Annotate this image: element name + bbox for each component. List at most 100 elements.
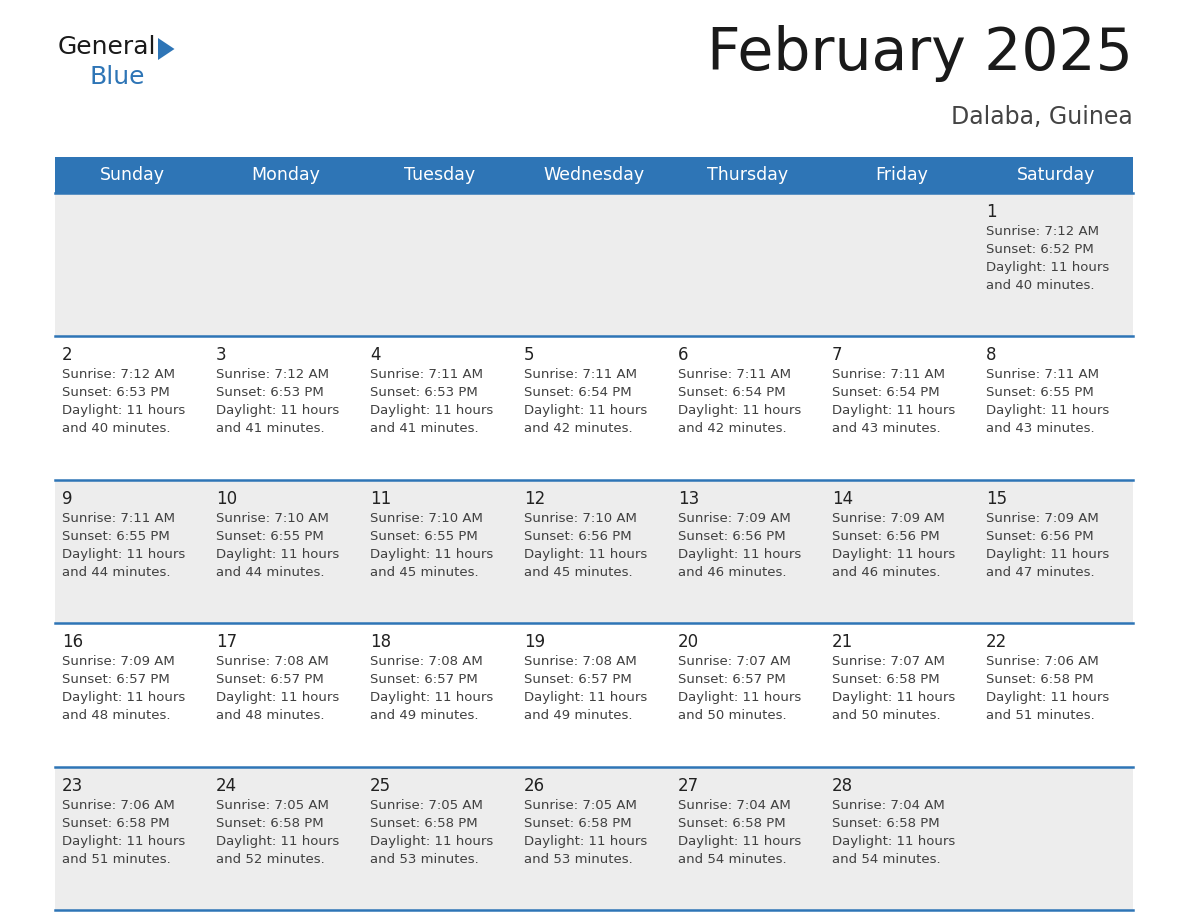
Text: Sunrise: 7:09 AM: Sunrise: 7:09 AM [62,655,175,668]
Text: Tuesday: Tuesday [404,166,475,184]
Text: February 2025: February 2025 [707,25,1133,82]
Text: and 48 minutes.: and 48 minutes. [216,710,324,722]
Text: Sunday: Sunday [100,166,164,184]
Text: and 54 minutes.: and 54 minutes. [678,853,786,866]
Text: Wednesday: Wednesday [543,166,645,184]
Text: Sunset: 6:53 PM: Sunset: 6:53 PM [62,386,170,399]
Text: Sunset: 6:58 PM: Sunset: 6:58 PM [524,817,632,830]
Text: and 53 minutes.: and 53 minutes. [524,853,633,866]
Text: Sunrise: 7:11 AM: Sunrise: 7:11 AM [62,512,175,525]
Text: 8: 8 [986,346,997,364]
Text: Sunrise: 7:08 AM: Sunrise: 7:08 AM [216,655,329,668]
Text: Sunset: 6:56 PM: Sunset: 6:56 PM [524,530,632,543]
Text: and 43 minutes.: and 43 minutes. [986,422,1094,435]
Text: Sunset: 6:57 PM: Sunset: 6:57 PM [369,673,478,686]
Text: Sunset: 6:55 PM: Sunset: 6:55 PM [62,530,170,543]
Text: and 43 minutes.: and 43 minutes. [832,422,941,435]
Text: Sunset: 6:58 PM: Sunset: 6:58 PM [678,817,785,830]
Text: Sunset: 6:54 PM: Sunset: 6:54 PM [678,386,785,399]
Text: Sunrise: 7:10 AM: Sunrise: 7:10 AM [524,512,637,525]
Text: Sunrise: 7:08 AM: Sunrise: 7:08 AM [369,655,482,668]
Text: Sunrise: 7:05 AM: Sunrise: 7:05 AM [216,799,329,812]
Text: Daylight: 11 hours: Daylight: 11 hours [986,405,1110,418]
Text: and 41 minutes.: and 41 minutes. [369,422,479,435]
Text: Sunset: 6:53 PM: Sunset: 6:53 PM [216,386,324,399]
Text: Daylight: 11 hours: Daylight: 11 hours [986,548,1110,561]
Text: Daylight: 11 hours: Daylight: 11 hours [216,548,340,561]
Text: and 50 minutes.: and 50 minutes. [832,710,941,722]
Text: Sunrise: 7:10 AM: Sunrise: 7:10 AM [369,512,482,525]
Text: 16: 16 [62,633,83,651]
Text: Sunset: 6:57 PM: Sunset: 6:57 PM [216,673,324,686]
Text: 15: 15 [986,490,1007,508]
Text: Sunrise: 7:05 AM: Sunrise: 7:05 AM [524,799,637,812]
Text: Sunset: 6:57 PM: Sunset: 6:57 PM [524,673,632,686]
Text: and 53 minutes.: and 53 minutes. [369,853,479,866]
Text: Sunrise: 7:11 AM: Sunrise: 7:11 AM [986,368,1099,381]
Text: 18: 18 [369,633,391,651]
Text: Sunset: 6:58 PM: Sunset: 6:58 PM [986,673,1094,686]
Text: and 50 minutes.: and 50 minutes. [678,710,786,722]
Text: 12: 12 [524,490,545,508]
Text: Sunset: 6:58 PM: Sunset: 6:58 PM [62,817,170,830]
Text: Daylight: 11 hours: Daylight: 11 hours [369,691,493,704]
Text: Sunrise: 7:07 AM: Sunrise: 7:07 AM [678,655,791,668]
Text: 3: 3 [216,346,227,364]
Text: 1: 1 [986,203,997,221]
Text: Sunrise: 7:11 AM: Sunrise: 7:11 AM [832,368,944,381]
Text: Sunset: 6:56 PM: Sunset: 6:56 PM [678,530,785,543]
Text: Sunset: 6:57 PM: Sunset: 6:57 PM [62,673,170,686]
Text: and 48 minutes.: and 48 minutes. [62,710,171,722]
Text: 28: 28 [832,777,853,795]
Text: and 54 minutes.: and 54 minutes. [832,853,941,866]
Text: 13: 13 [678,490,700,508]
Text: Daylight: 11 hours: Daylight: 11 hours [986,261,1110,274]
Text: Saturday: Saturday [1017,166,1095,184]
Text: Sunrise: 7:11 AM: Sunrise: 7:11 AM [678,368,791,381]
Text: Daylight: 11 hours: Daylight: 11 hours [832,548,955,561]
Text: Sunset: 6:56 PM: Sunset: 6:56 PM [986,530,1094,543]
Text: 11: 11 [369,490,391,508]
Text: and 42 minutes.: and 42 minutes. [678,422,786,435]
Text: Sunset: 6:58 PM: Sunset: 6:58 PM [369,817,478,830]
Text: 21: 21 [832,633,853,651]
Text: Daylight: 11 hours: Daylight: 11 hours [678,548,801,561]
Text: Daylight: 11 hours: Daylight: 11 hours [216,834,340,847]
Text: Daylight: 11 hours: Daylight: 11 hours [62,405,185,418]
Text: and 46 minutes.: and 46 minutes. [678,565,786,579]
Text: 6: 6 [678,346,689,364]
Text: Daylight: 11 hours: Daylight: 11 hours [832,405,955,418]
Text: and 40 minutes.: and 40 minutes. [62,422,171,435]
Text: 27: 27 [678,777,699,795]
Text: Daylight: 11 hours: Daylight: 11 hours [832,834,955,847]
Text: Sunset: 6:57 PM: Sunset: 6:57 PM [678,673,785,686]
Text: Sunrise: 7:09 AM: Sunrise: 7:09 AM [832,512,944,525]
Text: Sunset: 6:58 PM: Sunset: 6:58 PM [832,817,940,830]
Text: Dalaba, Guinea: Dalaba, Guinea [952,105,1133,129]
Text: Daylight: 11 hours: Daylight: 11 hours [369,834,493,847]
Text: Sunrise: 7:11 AM: Sunrise: 7:11 AM [524,368,637,381]
Text: Daylight: 11 hours: Daylight: 11 hours [832,691,955,704]
Text: 19: 19 [524,633,545,651]
Bar [55,480,1133,623]
Text: Daylight: 11 hours: Daylight: 11 hours [524,691,647,704]
Text: Sunset: 6:56 PM: Sunset: 6:56 PM [832,530,940,543]
Text: Sunrise: 7:09 AM: Sunrise: 7:09 AM [986,512,1099,525]
Text: Sunrise: 7:06 AM: Sunrise: 7:06 AM [986,655,1099,668]
Text: 26: 26 [524,777,545,795]
Text: and 49 minutes.: and 49 minutes. [369,710,479,722]
Bar [55,623,1133,767]
Text: Daylight: 11 hours: Daylight: 11 hours [524,834,647,847]
Text: and 44 minutes.: and 44 minutes. [62,565,171,579]
Text: Daylight: 11 hours: Daylight: 11 hours [62,548,185,561]
Text: Sunrise: 7:12 AM: Sunrise: 7:12 AM [62,368,175,381]
Text: 9: 9 [62,490,72,508]
Text: Daylight: 11 hours: Daylight: 11 hours [678,834,801,847]
Text: Daylight: 11 hours: Daylight: 11 hours [216,691,340,704]
Text: Sunrise: 7:06 AM: Sunrise: 7:06 AM [62,799,175,812]
Text: Monday: Monday [252,166,321,184]
Text: Sunrise: 7:05 AM: Sunrise: 7:05 AM [369,799,482,812]
Text: Daylight: 11 hours: Daylight: 11 hours [524,548,647,561]
Text: and 46 minutes.: and 46 minutes. [832,565,941,579]
Text: Daylight: 11 hours: Daylight: 11 hours [369,548,493,561]
